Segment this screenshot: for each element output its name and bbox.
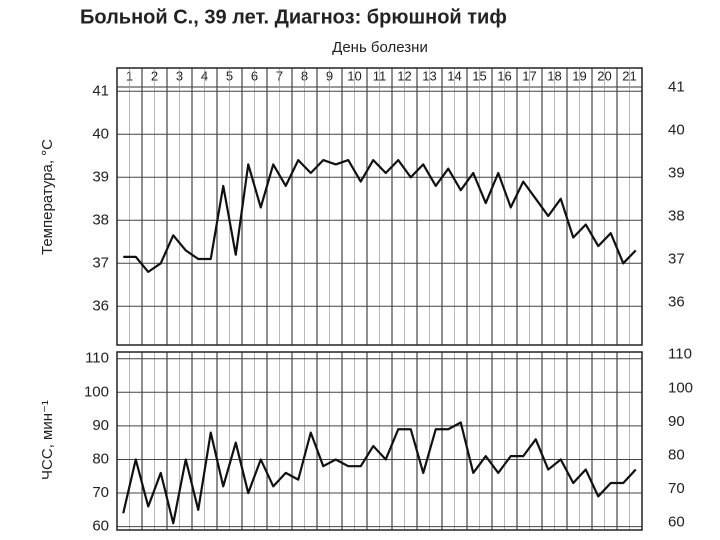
y-tick-label: 70: [92, 484, 109, 501]
panel-frame: [116, 67, 643, 346]
panel-frame: [116, 351, 643, 531]
data-line: [123, 159, 637, 273]
y2-tick-label: 36: [668, 293, 685, 310]
y-tick-label: 38: [92, 211, 109, 228]
y-axis-title: Температура, °С: [39, 139, 56, 255]
y-tick-label: 100: [84, 383, 109, 400]
data-line: [122, 421, 637, 525]
x-axis-title: День болезни: [332, 39, 428, 56]
y-axis-title: ЧСС, мин⁻¹: [39, 400, 56, 480]
y2-tick-label: 80: [668, 446, 685, 463]
y2-tick-label: 110: [668, 346, 692, 363]
y-tick-label: 60: [92, 518, 109, 535]
y-tick-label: 40: [92, 125, 109, 142]
y2-tick-label: 90: [668, 413, 685, 430]
y-tick-label: 80: [92, 450, 109, 467]
chart-title: Больной С., 39 лет. Диагноз: брюшной тиф: [80, 6, 507, 28]
y2-tick-label: 60: [668, 514, 685, 531]
y2-tick-label: 100: [668, 379, 693, 396]
y-tick-label: 36: [92, 297, 109, 314]
y-tick-label: 90: [92, 417, 109, 434]
y2-tick-label: 40: [668, 121, 685, 138]
y-tick-label: 37: [92, 254, 109, 271]
y2-tick-label: 41: [668, 78, 685, 95]
y2-tick-label: 39: [668, 164, 685, 181]
y-tick-label: 41: [92, 82, 109, 99]
y-tick-label: 110: [85, 350, 109, 367]
y-tick-label: 39: [92, 168, 109, 185]
y2-tick-label: 37: [668, 250, 685, 267]
y2-tick-label: 38: [668, 207, 685, 224]
y2-tick-label: 70: [668, 480, 685, 497]
